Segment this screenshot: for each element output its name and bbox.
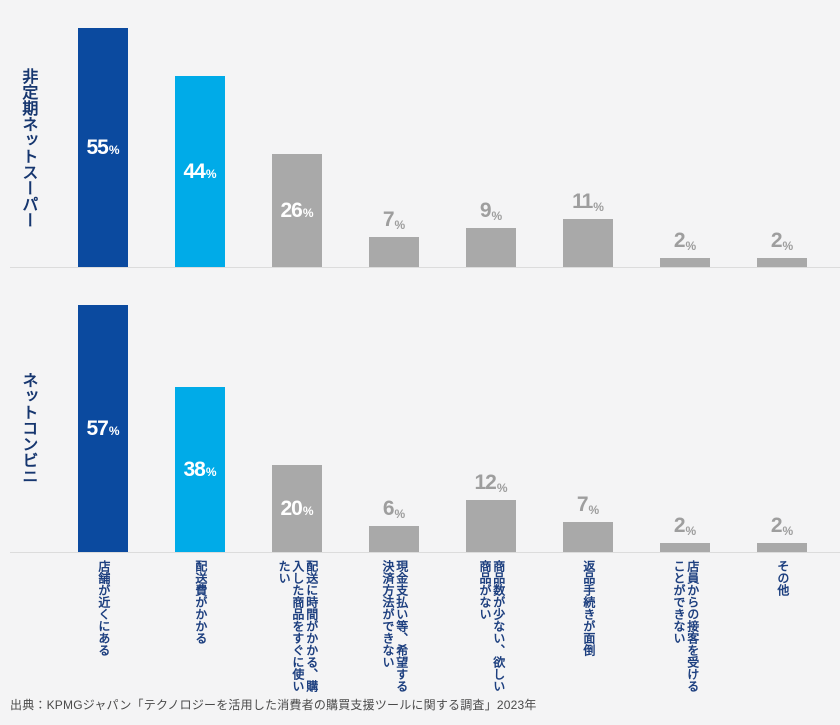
- percent-sign: %: [394, 507, 406, 521]
- bar-value: 26: [280, 198, 302, 222]
- category-label: 返品手続きが面倒: [581, 560, 596, 656]
- bar-value-label: 38%: [175, 458, 225, 482]
- bar-value: 6: [382, 497, 395, 520]
- bar-value-label: 20%: [272, 497, 322, 521]
- bar: 20%: [272, 465, 322, 552]
- bar-value: 11: [572, 190, 593, 213]
- bar-value-label: 44%: [175, 160, 225, 184]
- percent-sign: %: [685, 524, 697, 538]
- category-label: 配送費がかかる: [193, 560, 208, 644]
- bar-value-label: 2%: [742, 225, 822, 253]
- bar-value: 12: [474, 471, 496, 494]
- bar: [757, 258, 807, 267]
- bar-value-label: 2%: [645, 510, 725, 538]
- bar-value-label: 12%: [451, 467, 531, 495]
- bar-value-label: 57%: [78, 417, 128, 441]
- percent-sign: %: [205, 166, 217, 181]
- bar-value: 2: [673, 514, 686, 537]
- bar: [563, 522, 613, 552]
- bar-value: 57: [86, 416, 108, 440]
- bar: 38%: [175, 387, 225, 552]
- bar-value: 20: [280, 496, 302, 520]
- bar-value-label: 2%: [742, 510, 822, 538]
- axis-baseline: [10, 552, 840, 553]
- percent-sign: %: [205, 464, 217, 479]
- percent-sign: %: [108, 423, 120, 438]
- category-label: 配送に時間がかかる、購入した商品をすぐに使いたい: [277, 560, 319, 692]
- percent-sign: %: [593, 200, 604, 214]
- bar: [466, 500, 516, 552]
- bar: [369, 526, 419, 552]
- bar: 57%: [78, 305, 128, 552]
- category-label: 現金支払い等、希望する決済方法ができない: [381, 560, 409, 692]
- source-note: 出典：KPMGジャパン「テクノロジーを活用した消費者の購買支援ツールに関する調査…: [10, 698, 537, 712]
- percent-sign: %: [588, 503, 600, 517]
- bar-value: 9: [479, 199, 492, 222]
- bar-value-label: 7%: [548, 489, 628, 517]
- bar-value-label: 2%: [645, 225, 725, 253]
- category-label: 商品数が少ない、欲しい商品がない: [478, 560, 506, 692]
- bar-value-label: 26%: [272, 199, 322, 223]
- bar: [466, 228, 516, 267]
- bar-value: 44: [183, 159, 205, 183]
- bar-value: 2: [673, 229, 686, 252]
- bar-value: 2: [770, 514, 783, 537]
- percent-sign: %: [496, 481, 508, 495]
- bar: [757, 543, 807, 552]
- chart-title: ネットコンビニ: [19, 372, 37, 484]
- bar: [660, 543, 710, 552]
- bar: [660, 258, 710, 267]
- percent-sign: %: [108, 142, 120, 157]
- category-label: 店員からの接客を受けることができない: [672, 560, 700, 692]
- bar-value: 55: [86, 135, 108, 159]
- bar-value-label: 55%: [78, 136, 128, 160]
- percent-sign: %: [782, 239, 794, 253]
- percent-sign: %: [685, 239, 697, 253]
- percent-sign: %: [302, 205, 314, 220]
- category-label: その他: [775, 560, 790, 596]
- bar-value: 7: [382, 208, 395, 231]
- category-label: 店舗が近くにある: [96, 560, 111, 656]
- bar: [369, 237, 419, 267]
- bar: 26%: [272, 154, 322, 267]
- bar-value-label: 6%: [354, 493, 434, 521]
- percent-sign: %: [491, 209, 503, 223]
- percent-sign: %: [302, 503, 314, 518]
- bar-value-label: 11%: [548, 186, 628, 214]
- bar-value: 2: [770, 229, 783, 252]
- bar: 44%: [175, 76, 225, 267]
- percent-sign: %: [394, 218, 406, 232]
- bar-value: 7: [576, 493, 589, 516]
- bar-value: 38: [183, 457, 205, 481]
- bar-value-label: 9%: [451, 195, 531, 223]
- axis-baseline: [10, 267, 840, 268]
- percent-sign: %: [782, 524, 794, 538]
- bar: [563, 219, 613, 267]
- bar: 55%: [78, 28, 128, 267]
- bar-value-label: 7%: [354, 204, 434, 232]
- chart-title: 非定期ネットスーパー: [19, 68, 37, 228]
